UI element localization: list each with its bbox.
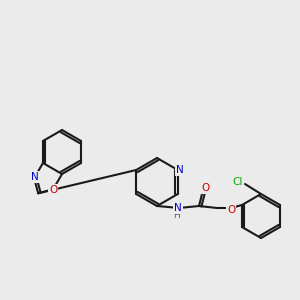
- Text: H: H: [174, 212, 180, 220]
- Text: O: O: [201, 183, 209, 193]
- Text: N: N: [174, 203, 182, 213]
- Text: O: O: [227, 205, 235, 215]
- Text: N: N: [31, 172, 39, 182]
- Text: Cl: Cl: [233, 177, 243, 187]
- Text: O: O: [49, 185, 57, 195]
- Text: N: N: [176, 165, 184, 175]
